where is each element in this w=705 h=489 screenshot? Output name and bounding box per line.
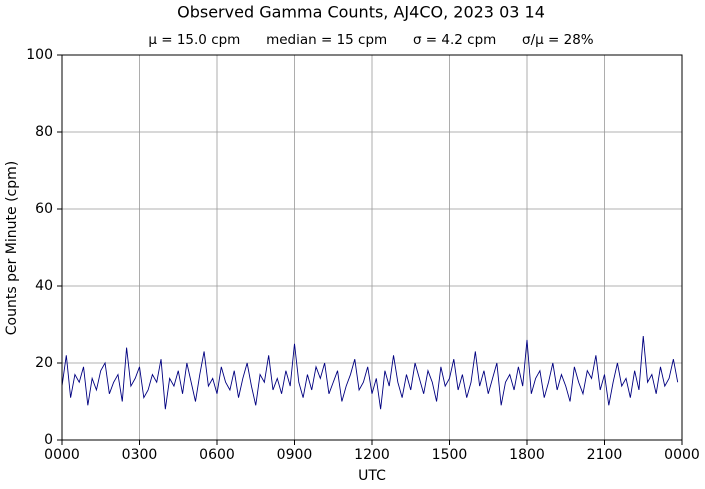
chart-title: Observed Gamma Counts, AJ4CO, 2023 03 14 [177, 3, 545, 22]
chart-subtitle: μ = 15.0 cpm median = 15 cpm σ = 4.2 cpm… [148, 32, 593, 48]
y-tick-label: 80 [35, 124, 53, 140]
x-axis-label: UTC [358, 468, 386, 484]
x-tick-label: 0000 [44, 447, 80, 463]
y-tick-label: 40 [35, 278, 53, 294]
y-tick-label: 20 [35, 355, 53, 371]
plot-frame [61, 54, 683, 441]
y-tick-label: 100 [26, 47, 53, 63]
x-tick-label: 0000 [664, 447, 700, 463]
y-axis-label: Counts per Minute (cpm) [4, 161, 20, 335]
x-tick-label: 1200 [354, 447, 390, 463]
x-tick-label: 1500 [432, 447, 468, 463]
x-tick-label: 0900 [277, 447, 313, 463]
x-tick-label: 0300 [122, 447, 158, 463]
x-tick-label: 0600 [199, 447, 235, 463]
x-tick-label: 1800 [509, 447, 545, 463]
x-tick-label: 2100 [587, 447, 623, 463]
y-tick-label: 60 [35, 201, 53, 217]
y-tick-label: 0 [44, 432, 53, 448]
data-line [61, 336, 679, 410]
